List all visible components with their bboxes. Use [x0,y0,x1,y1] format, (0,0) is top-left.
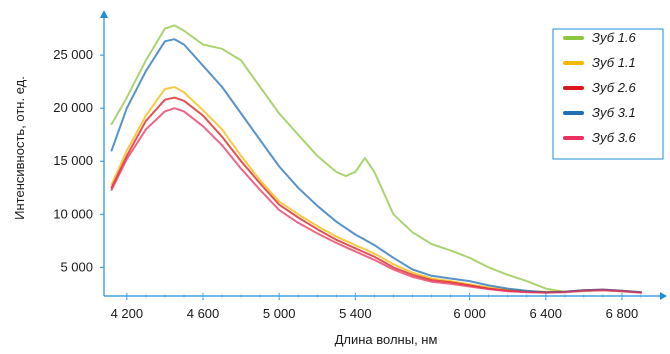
legend-label: Зуб 3.1 [592,105,636,120]
series-lines [110,24,642,294]
legend-label: Зуб 1.6 [592,30,637,45]
x-tick-label: 6 400 [529,306,562,321]
x-tick-label: 4 200 [111,306,144,321]
legend: Зуб 1.6 Зуб 1.1 Зуб 2.6 Зуб 3.1 Зуб 3.6 [552,28,664,160]
axes [100,10,667,300]
x-tick-label: 6 800 [606,306,639,321]
legend-label: Зуб 2.6 [592,80,637,95]
y-tick-label: 5 000 [60,259,93,274]
y-tick-label: 15 000 [53,153,93,168]
series-line-5 [110,107,642,294]
x-axis-arrow [660,292,667,300]
legend-label: Зуб 3.6 [592,130,637,145]
x-tick-label: 4 600 [187,306,220,321]
x-tick-label: 5 400 [339,306,372,321]
y-tick-label: 10 000 [53,206,93,221]
x-tick-label: 6 000 [453,306,486,321]
y-tick-label: 20 000 [53,100,93,115]
y-tick-labels: 5 000 10 000 15 000 20 000 25 000 [53,47,104,274]
series-line-1 [110,24,642,294]
x-axis-title: Длина волны, нм [335,332,438,347]
y-tick-label: 25 000 [53,47,93,62]
y-axis-title: Интенсивность, отн. ед. [12,76,27,220]
y-axis-arrow [100,10,108,18]
x-tick-labels: 4 200 4 600 5 000 5 400 6 000 6 400 6 800 [111,306,639,321]
x-tick-label: 5 000 [263,306,296,321]
legend-label: Зуб 1.1 [592,55,636,70]
